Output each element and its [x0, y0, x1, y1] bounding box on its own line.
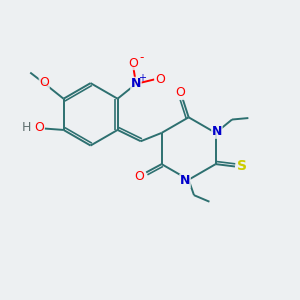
Text: +: +: [138, 73, 146, 83]
Text: O: O: [175, 86, 185, 99]
Text: H: H: [21, 122, 31, 134]
Text: -: -: [139, 51, 143, 64]
Text: N: N: [212, 125, 222, 138]
Text: O: O: [34, 122, 44, 134]
Text: O: O: [155, 73, 165, 86]
Text: S: S: [236, 160, 247, 173]
Text: O: O: [128, 57, 138, 70]
Text: N: N: [180, 174, 190, 188]
Text: N: N: [131, 77, 141, 90]
Text: O: O: [39, 76, 49, 89]
Text: O: O: [135, 169, 145, 182]
